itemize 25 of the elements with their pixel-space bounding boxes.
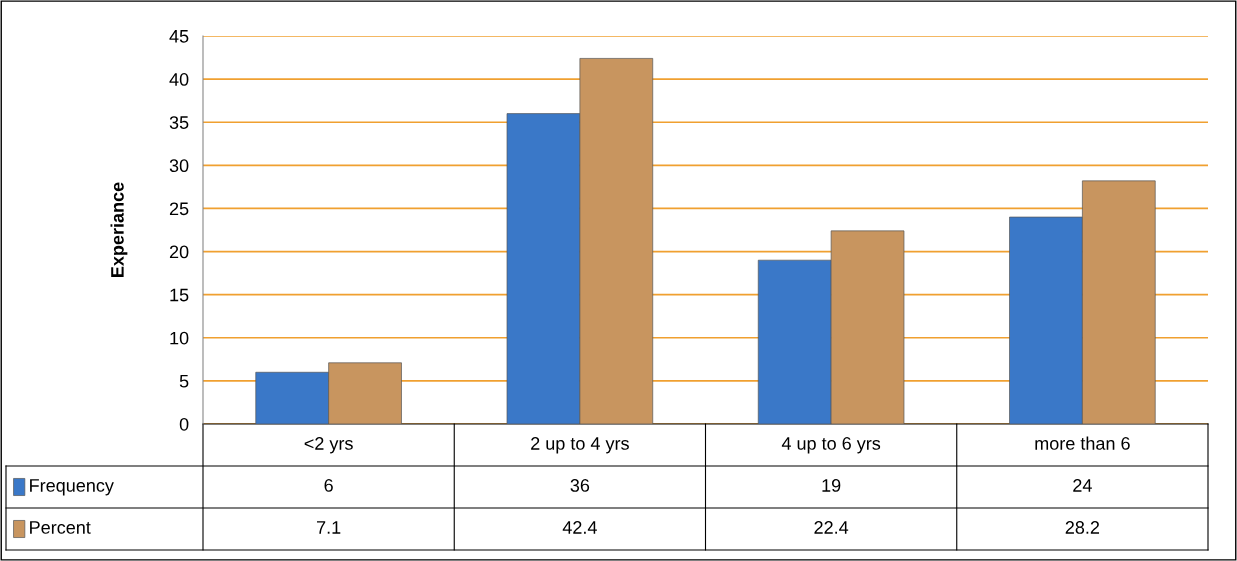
y-tick-label: 40: [169, 73, 189, 86]
y-tick-label: 20: [169, 245, 189, 259]
x-tick-label: more than 6: [1035, 436, 1130, 450]
y-tick-label: 15: [170, 288, 189, 302]
legend-label: Frequency: [30, 479, 114, 496]
y-tick-label: 5: [179, 375, 189, 388]
y-tick-label: 0: [179, 417, 189, 431]
x-tick-label: <2 yrs: [304, 437, 353, 454]
data-label: 24: [1073, 479, 1092, 492]
y-axis-title: Experiance: [110, 182, 128, 277]
data-label: 19: [822, 479, 841, 492]
data-label: 22.4: [814, 521, 849, 534]
y-tick-label: 45: [169, 30, 189, 43]
data-label: 6: [324, 479, 333, 492]
y-tick-label: 10: [170, 331, 189, 345]
data-label: 36: [570, 479, 590, 492]
x-tick-label: 2 up to 4 yrs: [531, 437, 629, 454]
y-tick-label: 30: [169, 159, 189, 173]
y-tick-label: 35: [169, 116, 189, 129]
y-tick-label: 25: [169, 202, 189, 216]
data-label: 42.4: [562, 521, 597, 534]
x-tick-label: 4 up to 6 yrs: [781, 437, 881, 454]
data-label: 7.1: [317, 521, 341, 534]
data-label: 28.2: [1065, 521, 1100, 534]
legend-label: Percent: [30, 521, 91, 534]
